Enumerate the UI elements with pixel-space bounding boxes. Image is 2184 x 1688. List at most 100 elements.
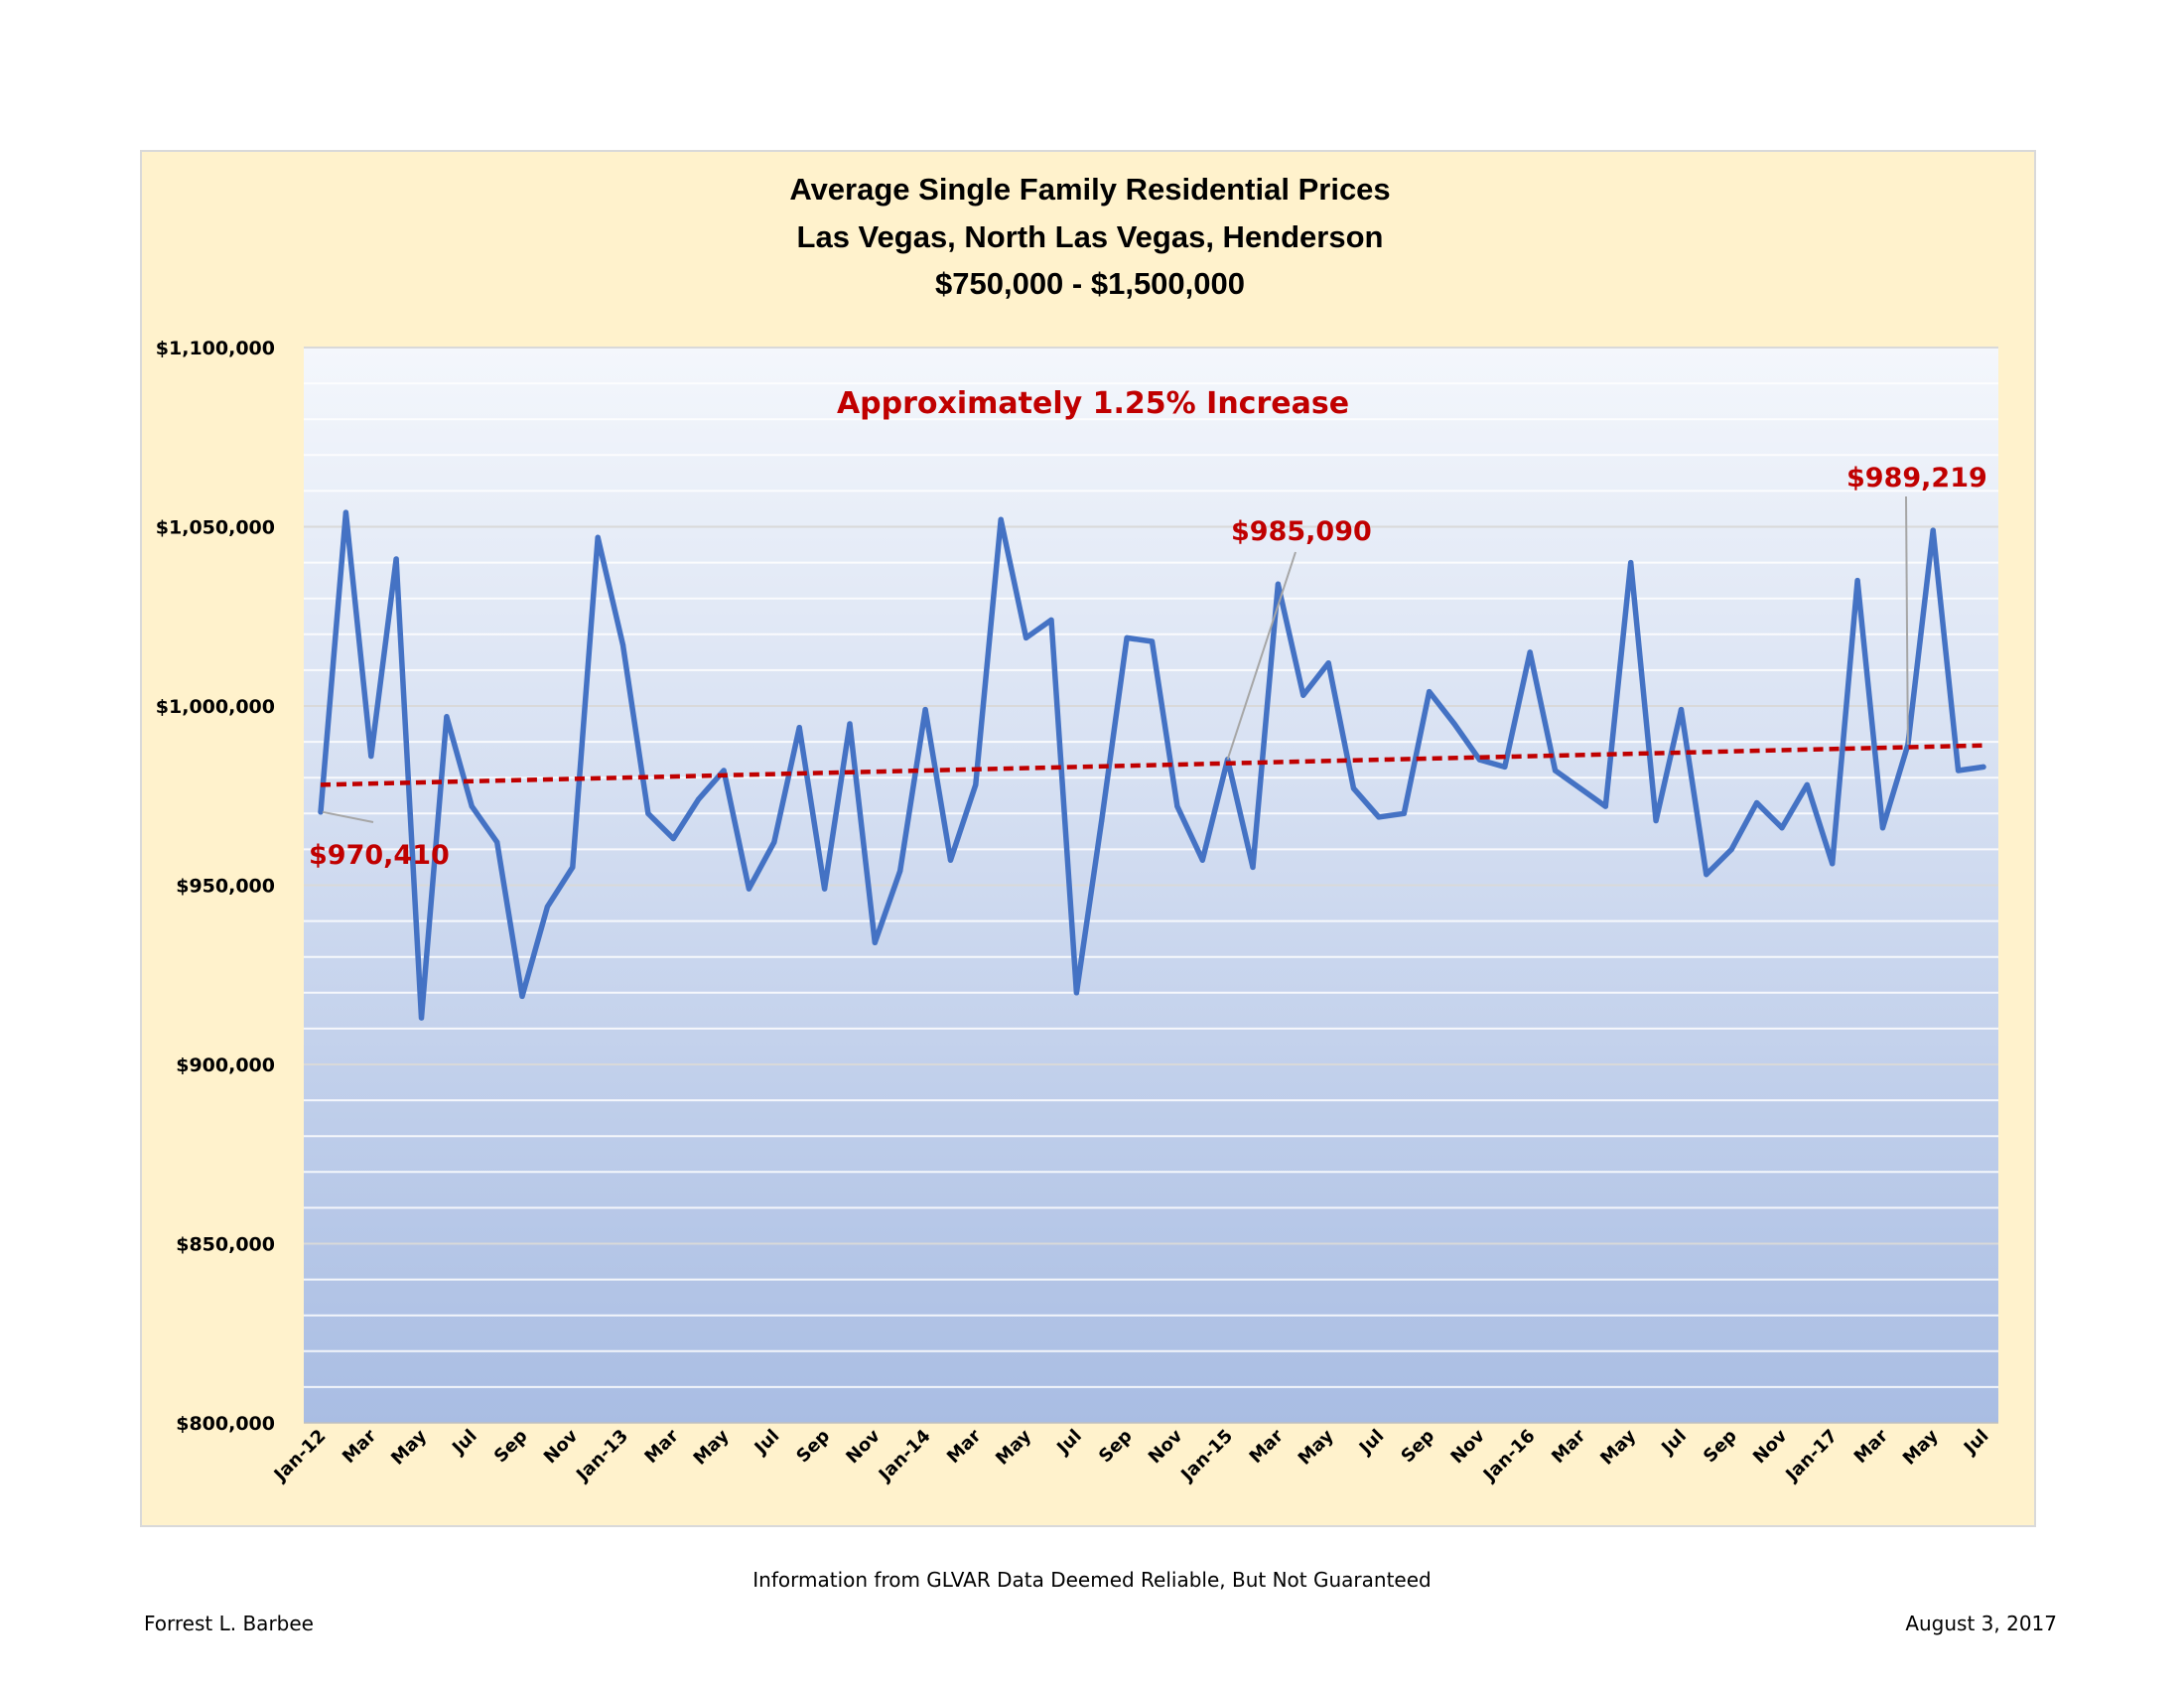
price-data-point [1804, 781, 1810, 788]
price-data-point [696, 796, 702, 802]
price-data-point [721, 768, 727, 774]
price-data-point [1427, 688, 1433, 695]
price-data-point [1325, 660, 1331, 666]
price-data-point [1980, 764, 1986, 770]
x-tick-label: Mar [640, 1426, 682, 1468]
price-data-point [821, 886, 828, 892]
price-data-point [1728, 846, 1734, 853]
price-data-point [1174, 803, 1180, 809]
chart-title: Average Single Family Residential Prices [789, 172, 1390, 207]
leader-line-end [1905, 495, 1909, 745]
series-layer [318, 509, 1986, 1021]
x-tick-label: Mar [339, 1426, 380, 1468]
author-name: Forrest L. Barbee [144, 1612, 314, 1635]
price-data-point [1930, 527, 1936, 533]
price-data-point [418, 1015, 425, 1021]
price-data-point [1124, 634, 1130, 641]
price-data-point [947, 857, 954, 863]
chart-subtitle-2: $750,000 - $1,500,000 [935, 266, 1245, 301]
x-tick-label: Jul [1354, 1426, 1388, 1460]
x-tick-label: Mar [1246, 1426, 1288, 1468]
price-data-point [1024, 634, 1029, 641]
y-tick-label: $850,000 [176, 1234, 275, 1256]
price-data-point [922, 707, 928, 713]
chart-subtitle-1: Las Vegas, North Las Vegas, Henderson [797, 219, 1384, 254]
price-data-point [1753, 799, 1760, 806]
price-data-point [469, 803, 475, 809]
x-tick-label: Mar [943, 1426, 985, 1468]
price-data-point [494, 839, 500, 845]
leader-line-start [322, 810, 374, 823]
x-tick-label: Nov [1145, 1426, 1187, 1469]
price-data-point [595, 534, 601, 540]
trend-line [320, 743, 1984, 787]
y-tick-label: $1,100,000 [156, 338, 275, 359]
x-tick-label: May [1596, 1426, 1640, 1470]
x-tick-label: May [690, 1426, 734, 1470]
price-data-point [519, 993, 525, 1000]
price-data-point [1275, 581, 1281, 587]
x-tick-label: Sep [1095, 1426, 1137, 1468]
price-data-point [342, 509, 348, 515]
x-tick-label: Jul [447, 1426, 480, 1460]
major-gridlines [304, 347, 1998, 1245]
x-tick-label: Mar [1548, 1426, 1589, 1468]
x-tick-label: Jan-12 [269, 1426, 331, 1487]
y-axis-labels: $800,000 $850,000 $900,000 $950,000 $1,000,0… [156, 338, 275, 1435]
price-data-point [998, 516, 1004, 522]
x-tick-label: Jul [1959, 1426, 1992, 1460]
report-date: August 3, 2017 [1905, 1612, 2057, 1635]
x-tick-label: Jul [1657, 1426, 1691, 1460]
price-data-point [1300, 692, 1306, 698]
x-tick-label: Jan-14 [874, 1426, 935, 1487]
leader-line-mid [1226, 551, 1297, 761]
x-tick-label: Jan-17 [1781, 1426, 1843, 1487]
increase-annotation: Approximately 1.25% Increase [837, 386, 1349, 421]
price-data-point [1854, 578, 1860, 584]
price-data-point [1678, 707, 1685, 713]
x-tick-label: May [387, 1426, 431, 1470]
x-tick-label: May [1295, 1426, 1338, 1470]
x-tick-label: Nov [842, 1426, 885, 1469]
x-tick-label: Jan-13 [571, 1426, 632, 1487]
x-tick-label: Sep [1397, 1426, 1438, 1468]
annotation-end-value: $989,219 [1846, 463, 1987, 493]
x-tick-label: Nov [540, 1426, 583, 1469]
annotation-leaders [322, 495, 1909, 823]
x-tick-label: Jan-15 [1176, 1426, 1238, 1487]
price-data-point [1527, 649, 1533, 655]
price-data-point [1199, 857, 1205, 863]
price-data-point [1149, 638, 1156, 644]
chart-frame: Average Single Family Residential Prices… [140, 150, 2036, 1527]
price-data-point [393, 556, 399, 562]
price-data-point [544, 904, 551, 910]
x-tick-label: Jan-16 [1478, 1426, 1540, 1487]
price-data-point [771, 839, 777, 845]
annotation-start-value: $970,410 [309, 840, 450, 871]
x-tick-label: May [992, 1426, 1035, 1470]
price-data-point [1073, 990, 1079, 996]
x-tick-label: Jul [750, 1426, 783, 1460]
price-data-point [619, 642, 626, 648]
x-tick-label: Nov [1749, 1426, 1792, 1469]
price-data-point [645, 810, 651, 816]
price-data-point [444, 714, 450, 720]
x-tick-label: Mar [1850, 1426, 1892, 1468]
price-data-point [1250, 864, 1256, 871]
price-data-point [1602, 803, 1608, 809]
price-data-point [1502, 764, 1508, 770]
price-data-point [1401, 810, 1407, 816]
price-data-point [1956, 768, 1962, 774]
price-data-point [1830, 861, 1836, 867]
price-data-point [872, 939, 878, 945]
price-data-point [570, 864, 576, 871]
source-note: Information from GLVAR Data Deemed Relia… [752, 1568, 1432, 1592]
x-tick-label: Sep [490, 1426, 532, 1468]
price-data-point [1048, 617, 1054, 623]
x-tick-label: Sep [792, 1426, 834, 1468]
price-data-point [746, 886, 752, 892]
price-data-point [1350, 785, 1357, 791]
price-data-point [368, 753, 374, 760]
price-data-point [897, 868, 903, 874]
